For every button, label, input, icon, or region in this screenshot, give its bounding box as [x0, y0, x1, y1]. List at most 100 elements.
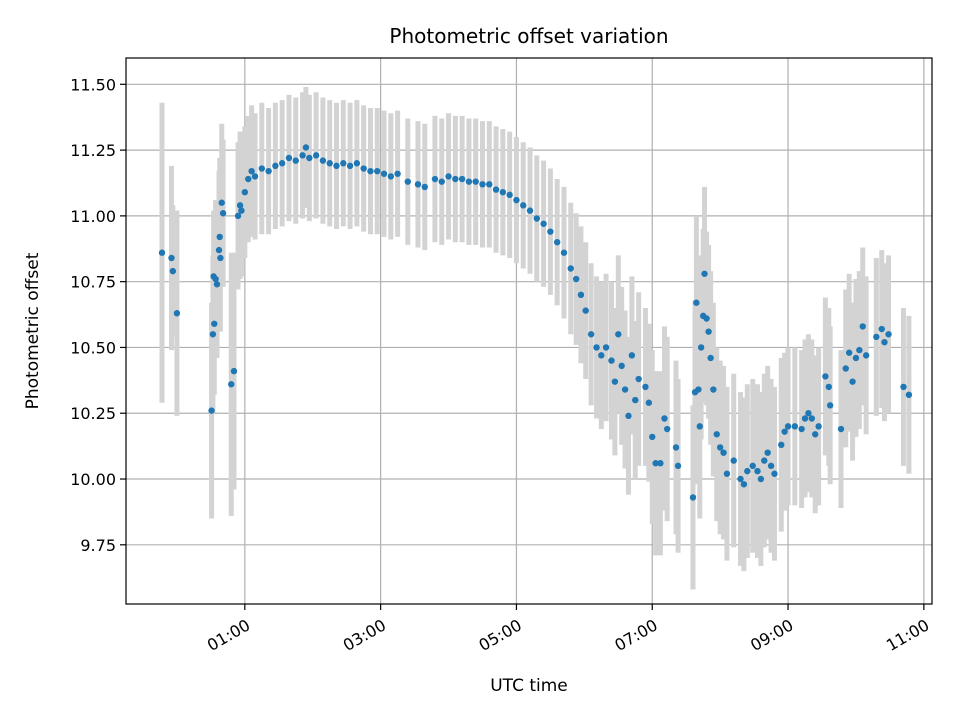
data-point: [404, 178, 411, 185]
data-point: [593, 344, 600, 351]
data-point: [801, 415, 809, 422]
data-point: [784, 423, 792, 430]
y-tick-label: 11.00: [70, 207, 116, 226]
data-point: [526, 207, 534, 214]
data-point: [672, 444, 680, 451]
data-point: [798, 425, 805, 433]
data-point: [567, 265, 574, 272]
data-point: [791, 423, 799, 430]
data-point: [421, 183, 428, 191]
y-tick-label: 9.75: [80, 536, 116, 555]
data-point: [852, 354, 860, 362]
data-point: [696, 423, 703, 430]
data-point: [856, 346, 863, 354]
data-point: [387, 173, 395, 180]
data-point: [251, 173, 259, 180]
data-point: [693, 299, 700, 306]
data-point: [652, 460, 659, 467]
data-point: [695, 386, 702, 393]
data-point: [360, 165, 367, 172]
data-point: [479, 181, 486, 188]
data-point: [213, 281, 221, 288]
data-point: [740, 481, 748, 488]
data-point: [486, 181, 493, 188]
data-point: [312, 152, 320, 159]
data-point: [703, 315, 710, 322]
data-point: [710, 386, 717, 393]
data-point: [431, 175, 439, 183]
data-point: [905, 391, 913, 399]
data-point: [730, 457, 737, 464]
y-tick-label: 10.50: [70, 338, 116, 357]
data-point: [723, 470, 731, 477]
data-point: [302, 144, 310, 151]
data-point: [628, 352, 636, 359]
data-point: [744, 467, 751, 475]
data-point: [218, 199, 225, 206]
data-point: [216, 233, 223, 241]
data-point: [849, 378, 856, 385]
data-point: [862, 352, 870, 359]
data-point: [900, 383, 907, 391]
y-tick-label: 11.25: [70, 141, 116, 160]
data-point: [506, 191, 513, 199]
data-point: [611, 378, 619, 385]
data-point: [608, 357, 615, 364]
data-point: [169, 267, 177, 275]
data-point: [346, 162, 354, 170]
data-point: [215, 246, 223, 254]
data-point: [394, 170, 401, 177]
data-point: [781, 428, 788, 435]
data-point: [645, 399, 653, 406]
data-point: [492, 186, 500, 193]
data-point: [340, 160, 347, 167]
data-point: [697, 344, 705, 351]
y-tick-label: 11.50: [70, 75, 116, 94]
data-point: [642, 383, 649, 391]
data-point: [292, 157, 299, 164]
data-point: [873, 333, 880, 341]
data-point: [326, 160, 333, 167]
data-point: [217, 254, 224, 262]
data-point: [707, 354, 714, 362]
data-point: [657, 460, 664, 467]
data-point: [618, 362, 625, 370]
data-points: [158, 144, 913, 501]
data-point: [837, 425, 845, 433]
data-point: [842, 365, 849, 372]
data-point: [761, 457, 768, 464]
data-point: [209, 331, 217, 338]
data-point: [713, 431, 720, 438]
y-tick-label: 10.25: [70, 404, 116, 423]
data-point: [767, 462, 775, 470]
data-point: [513, 196, 520, 204]
data-point: [241, 188, 249, 196]
data-point: [572, 275, 580, 283]
data-point: [472, 178, 479, 185]
data-point: [173, 310, 181, 317]
data-point: [859, 323, 866, 330]
data-point: [885, 331, 892, 338]
chart-title: Photometric offset variation: [389, 24, 668, 48]
data-point: [319, 157, 327, 164]
data-point: [701, 270, 708, 277]
y-axis-label: Photometric offset: [23, 252, 43, 409]
data-point: [234, 212, 242, 220]
data-point: [219, 210, 227, 217]
data-point: [540, 220, 547, 227]
data-point: [272, 162, 279, 170]
data-point: [649, 433, 656, 441]
data-point: [705, 328, 712, 335]
data-point: [367, 167, 374, 175]
data-point: [520, 202, 527, 209]
data-point: [737, 475, 744, 483]
data-point: [881, 338, 888, 346]
data-point: [299, 152, 306, 159]
data-point: [285, 154, 293, 162]
data-point: [438, 178, 445, 185]
data-point: [380, 170, 388, 177]
data-point: [764, 449, 771, 456]
y-axis: 9.75 10.00 10.25 10.50 10.75 11.00 11.25 11.50: [70, 75, 126, 555]
data-point: [808, 415, 816, 422]
